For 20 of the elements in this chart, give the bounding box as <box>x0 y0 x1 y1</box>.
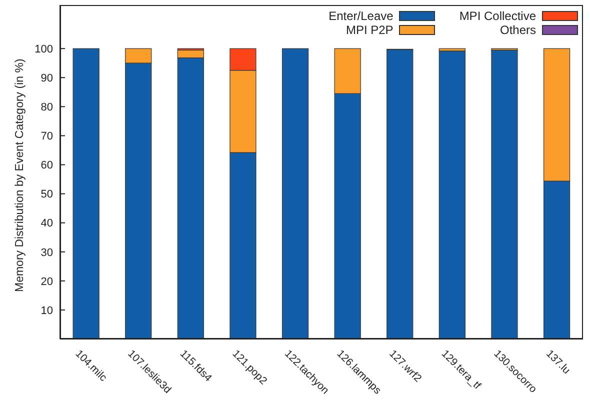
y-tick-label: 70 <box>40 130 53 143</box>
bar <box>491 50 518 339</box>
y-tick-label: 80 <box>40 102 53 114</box>
bar <box>386 49 414 339</box>
y-tick-label: 60 <box>40 160 53 172</box>
y-axis-title: Memory Distribution by Event Category (in %) <box>14 58 26 292</box>
legend-label: Enter/Leave <box>328 9 394 23</box>
legend-label: MPI Collective <box>459 9 536 23</box>
bar <box>282 48 309 339</box>
y-tick-label: 30 <box>40 246 53 259</box>
y-tick-label: 10 <box>40 304 53 317</box>
y-tick-label: 20 <box>40 276 53 288</box>
bar <box>438 50 466 339</box>
y-tick-label: 90 <box>40 72 53 85</box>
y-tick-label: 100 <box>34 43 53 56</box>
y-tick-label: 50 <box>40 188 53 201</box>
legend-label: Others <box>500 23 536 37</box>
bar <box>72 48 100 339</box>
y-tick-label: 40 <box>40 218 53 230</box>
legend-label: MPI P2P <box>346 23 394 37</box>
